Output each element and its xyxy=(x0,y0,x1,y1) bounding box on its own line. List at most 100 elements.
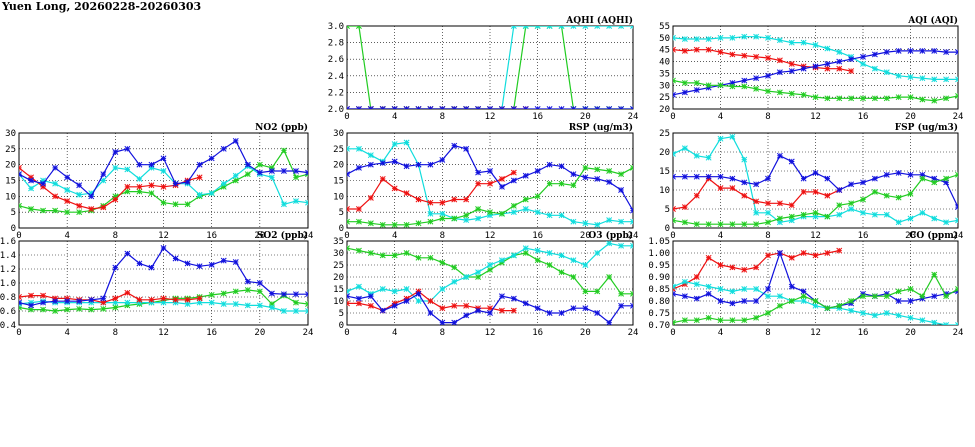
data-point xyxy=(100,171,107,178)
y-tick-label: 1.6 xyxy=(0,237,16,247)
data-point xyxy=(570,274,577,280)
data-point xyxy=(220,180,227,187)
data-point xyxy=(812,213,819,220)
data-point xyxy=(268,164,275,171)
data-point xyxy=(753,264,760,271)
data-point xyxy=(427,106,434,109)
data-point xyxy=(391,221,398,228)
data-point xyxy=(606,168,613,174)
data-point xyxy=(594,166,601,173)
data-point xyxy=(630,290,633,297)
data-point xyxy=(812,298,819,304)
data-point xyxy=(705,221,712,228)
data-point xyxy=(196,263,203,270)
data-point xyxy=(355,247,362,254)
y-tick-label: 1.4 xyxy=(0,251,16,261)
data-point xyxy=(305,301,308,307)
data-point xyxy=(919,175,926,182)
data-point xyxy=(427,254,434,261)
data-point xyxy=(693,281,700,288)
series-green xyxy=(673,271,958,325)
data-point xyxy=(931,175,938,182)
data-point xyxy=(367,250,374,256)
data-point xyxy=(379,106,386,109)
data-point xyxy=(196,191,203,198)
plot-frame xyxy=(18,240,309,326)
data-point xyxy=(618,106,625,109)
data-point xyxy=(403,139,410,146)
data-point xyxy=(812,209,819,216)
data-point xyxy=(148,264,155,271)
data-point xyxy=(439,106,446,109)
data-point xyxy=(693,274,700,280)
y-tick-label: 45 xyxy=(659,46,670,56)
data-point xyxy=(931,76,938,83)
data-point xyxy=(439,319,446,325)
data-point xyxy=(522,245,529,252)
data-point xyxy=(415,298,422,304)
data-point xyxy=(124,188,131,195)
data-point xyxy=(729,79,736,86)
data-point xyxy=(741,83,748,90)
x-tick-label: 20 xyxy=(905,231,916,241)
y-tick-label: 5 xyxy=(339,309,344,319)
data-point xyxy=(451,278,458,285)
data-point xyxy=(463,312,470,319)
data-point xyxy=(824,305,831,312)
data-point xyxy=(88,296,95,303)
data-point xyxy=(522,196,529,203)
chart-title: FSP (ug/m3) xyxy=(895,122,958,133)
data-point xyxy=(208,155,215,162)
data-point xyxy=(220,301,227,307)
data-point xyxy=(379,252,386,259)
y-tick-label: 15 xyxy=(659,167,670,177)
y-tick-label: 10 xyxy=(5,192,16,202)
x-tick-label: 20 xyxy=(905,328,916,338)
data-point xyxy=(741,286,748,292)
y-tick-label: 5 xyxy=(665,205,670,215)
data-point xyxy=(52,308,59,314)
y-tick-label: 50 xyxy=(659,34,670,44)
data-point xyxy=(871,211,878,218)
data-point xyxy=(705,46,712,53)
data-point xyxy=(546,161,553,168)
data-point xyxy=(347,300,350,307)
data-point xyxy=(415,254,422,261)
page-title: Yuen Long, 20260228-20260303 xyxy=(2,0,202,13)
data-point xyxy=(172,201,179,208)
data-point xyxy=(943,322,950,325)
data-point xyxy=(673,34,676,41)
data-point xyxy=(836,95,843,102)
y-tick-label: 0 xyxy=(339,224,344,234)
data-point xyxy=(943,179,950,186)
x-tick-label: 24 xyxy=(303,328,314,338)
data-point xyxy=(546,26,553,29)
data-point xyxy=(765,293,771,300)
data-point xyxy=(510,295,517,302)
data-point xyxy=(717,221,724,228)
data-point xyxy=(498,183,505,190)
data-point xyxy=(753,198,760,205)
data-point xyxy=(788,254,795,261)
data-point xyxy=(293,299,299,306)
data-point xyxy=(800,211,807,218)
data-point xyxy=(895,169,902,176)
data-point xyxy=(76,209,83,216)
data-point xyxy=(558,163,565,170)
data-point xyxy=(391,288,398,295)
data-point xyxy=(403,106,410,109)
data-point xyxy=(403,163,410,170)
data-point xyxy=(943,95,950,102)
data-point xyxy=(919,75,926,82)
data-point xyxy=(788,90,795,97)
data-point xyxy=(64,174,71,181)
data-point xyxy=(836,247,843,254)
data-point xyxy=(52,193,59,200)
data-point xyxy=(630,106,633,109)
data-point xyxy=(510,307,517,314)
data-point xyxy=(451,319,458,325)
series-blue xyxy=(347,290,633,325)
data-point xyxy=(124,145,131,152)
data-point xyxy=(673,290,676,297)
data-point xyxy=(232,137,239,144)
